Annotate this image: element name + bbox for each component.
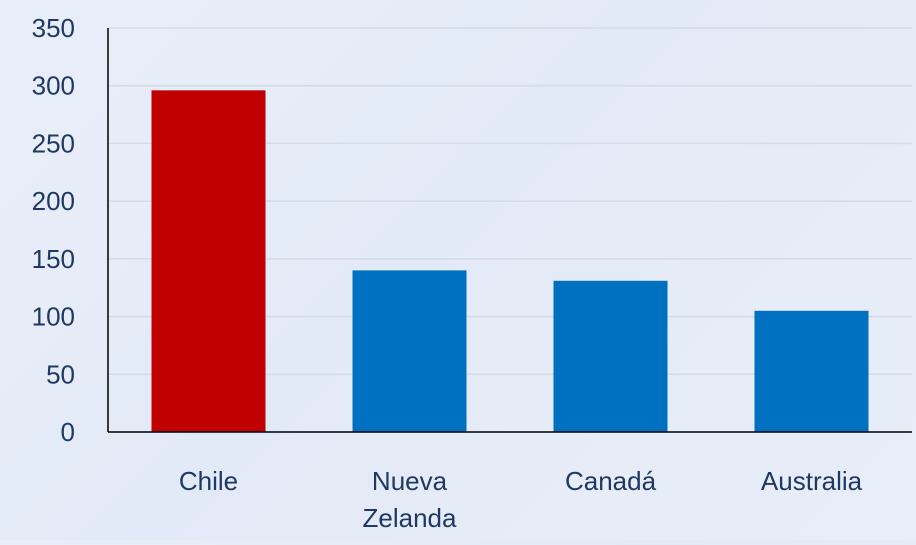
x-tick-label-line: Nueva	[372, 466, 448, 496]
y-tick-label: 200	[32, 186, 75, 216]
y-tick-labels: 0 50 100 150 200 250 300 350	[32, 13, 75, 447]
y-tick-label: 150	[32, 244, 75, 274]
y-tick-label: 100	[32, 302, 75, 332]
x-tick-label-line: Canadá	[565, 466, 657, 496]
y-tick-label: 350	[32, 13, 75, 43]
x-tick-label: Australia	[761, 466, 863, 496]
x-tick-label-line: Australia	[761, 466, 863, 496]
x-tick-label-line: Chile	[179, 466, 238, 496]
bar-canad-	[553, 280, 668, 432]
y-tick-label: 300	[32, 71, 75, 101]
x-tick-labels: Chile Nueva Zelanda Canadá Australia	[179, 466, 863, 533]
x-tick-label-line: Zelanda	[363, 503, 457, 533]
bar-chile	[151, 90, 266, 433]
y-tick-label: 250	[32, 128, 75, 158]
bar-australia	[754, 310, 869, 432]
bars	[151, 90, 869, 433]
x-tick-label: Chile	[179, 466, 238, 496]
axes	[107, 28, 912, 433]
y-tick-label: 0	[61, 417, 75, 447]
x-tick-label: Canadá	[565, 466, 657, 496]
x-tick-label: Nueva Zelanda	[363, 466, 457, 533]
bar-nueva-zelanda	[352, 270, 467, 432]
y-tick-label: 50	[46, 359, 75, 389]
